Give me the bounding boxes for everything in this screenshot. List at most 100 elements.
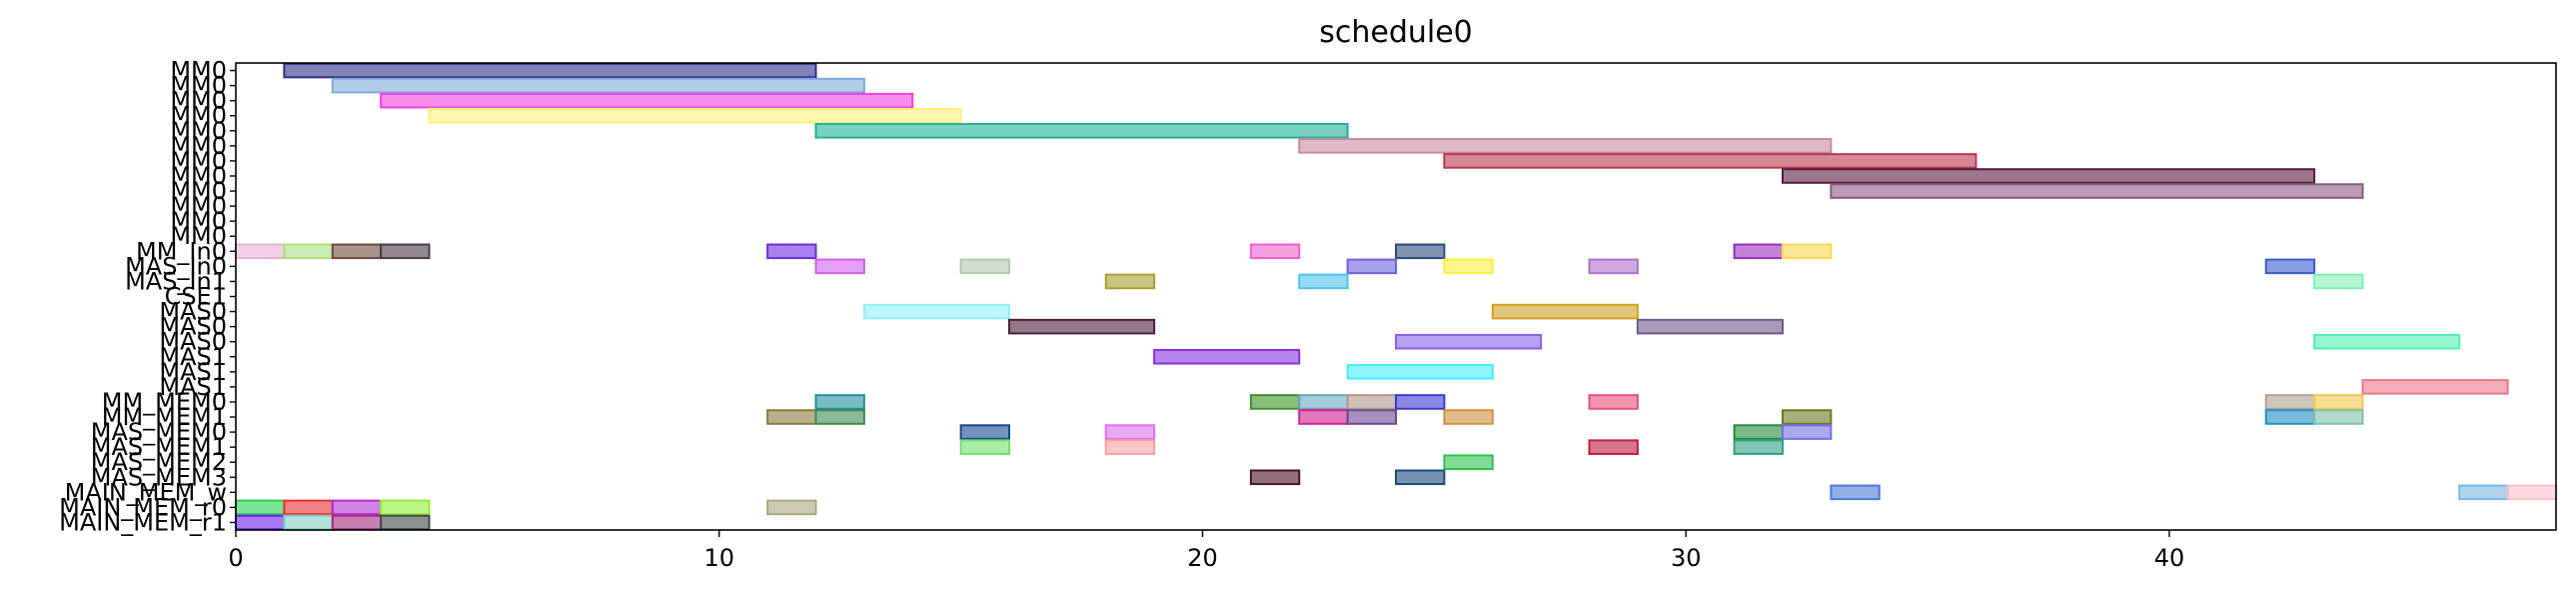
- task-bar: [1830, 484, 1881, 501]
- y-tick-label: MAS_MEM2: [91, 448, 227, 476]
- chart-title: schedule0: [1319, 15, 1473, 50]
- y-tick-label: CSE1: [165, 283, 227, 311]
- task-bar: [1346, 258, 1397, 275]
- task-bar: [959, 439, 1010, 455]
- task-bar: [2264, 394, 2316, 410]
- task-bar: [2313, 333, 2461, 350]
- task-bar: [1298, 138, 1833, 154]
- task-bar: [2313, 273, 2364, 290]
- task-bar: [2506, 484, 2557, 501]
- task-bar: [814, 123, 1349, 139]
- task-bar: [380, 499, 431, 516]
- task-bar: [1346, 364, 1494, 380]
- task-bar: [1782, 243, 1833, 260]
- task-bar: [1733, 243, 1784, 260]
- y-tick-label: MM0: [170, 102, 227, 130]
- y-tick-label: MAS0: [159, 298, 227, 326]
- task-bar: [331, 243, 383, 260]
- task-bar: [766, 409, 817, 425]
- task-bar: [1008, 318, 1156, 335]
- task-bar: [283, 243, 334, 260]
- task-bar: [1298, 394, 1349, 410]
- task-bar: [862, 303, 1010, 320]
- task-bar: [959, 258, 1010, 275]
- task-bar: [1104, 273, 1156, 290]
- task-bar: [1733, 439, 1784, 455]
- task-bar: [1443, 258, 1494, 275]
- y-tick-label: MM0: [170, 87, 227, 115]
- task-bar: [1443, 409, 1494, 425]
- task-bar: [1782, 168, 2316, 184]
- y-tick-label: MM0: [170, 162, 227, 190]
- task-bar: [1782, 409, 1833, 425]
- task-bar: [2264, 409, 2316, 425]
- task-bar: [1153, 348, 1301, 365]
- task-bar: [1395, 333, 1543, 350]
- task-bar: [380, 243, 431, 260]
- task-bar: [1104, 439, 1156, 455]
- y-tick-label: MM0: [170, 72, 227, 100]
- task-bar: [1298, 273, 1349, 290]
- y-tick-label: MAS1: [159, 343, 227, 371]
- x-axis: 0 10 20 30 40: [228, 530, 2184, 572]
- y-tick-label: MAS0: [159, 313, 227, 341]
- task-bar: [1346, 394, 1397, 410]
- task-bar: [814, 258, 865, 275]
- y-tick-label: MAIN_MEM_w: [65, 478, 227, 506]
- y-tick-label: MAS_MEM0: [91, 418, 227, 446]
- y-tick-label: MAS1: [159, 373, 227, 401]
- task-bar: [1443, 454, 1494, 470]
- y-tick-label: MM0: [170, 117, 227, 145]
- task-bar: [1249, 394, 1301, 410]
- y-tick-label: MM_MEM1: [102, 403, 227, 431]
- y-tick-label: MM0: [170, 57, 227, 85]
- task-bar: [814, 409, 865, 425]
- task-bar: [235, 514, 286, 531]
- x-tick-label: 40: [2154, 544, 2185, 572]
- task-bar: [2313, 409, 2364, 425]
- task-bar: [1395, 394, 1446, 410]
- task-bar: [1588, 258, 1639, 275]
- y-tick-label: MM0: [170, 192, 227, 220]
- task-bar: [331, 514, 383, 531]
- task-bar: [331, 499, 383, 516]
- task-bars: [235, 62, 2557, 531]
- task-bar: [1588, 394, 1639, 410]
- task-bar: [2458, 484, 2509, 501]
- task-bar: [766, 499, 817, 516]
- task-bar: [380, 514, 431, 531]
- y-tick-label: MAS0: [159, 328, 227, 356]
- y-tick-label: MM0: [170, 147, 227, 175]
- task-bar: [428, 107, 962, 124]
- task-bar: [283, 499, 334, 516]
- task-bar: [331, 77, 865, 94]
- task-bar: [1249, 243, 1301, 260]
- task-bar: [1636, 318, 1784, 335]
- y-tick-label: MM0: [170, 132, 227, 160]
- task-bar: [2264, 258, 2316, 275]
- task-bar: [283, 514, 334, 531]
- task-bar: [1104, 424, 1156, 440]
- task-bar: [1733, 424, 1784, 440]
- task-bar: [235, 499, 286, 516]
- task-bar: [1491, 303, 1639, 320]
- y-tick-label: MAS_In0: [125, 252, 227, 280]
- y-tick-label: MM0: [170, 207, 227, 235]
- task-bar: [2361, 379, 2509, 395]
- y-tick-label: MAS_In1: [125, 267, 227, 295]
- y-tick-label: MAS1: [159, 358, 227, 386]
- task-bar: [2313, 394, 2364, 410]
- x-tick-label: 30: [1671, 544, 1702, 572]
- task-bar: [1782, 424, 1833, 440]
- task-bar: [1830, 183, 2364, 199]
- task-bar: [1346, 409, 1397, 425]
- task-bar: [1395, 469, 1446, 486]
- task-bar: [1588, 439, 1639, 455]
- x-tick-label: 20: [1187, 544, 1218, 572]
- y-tick-label: MM_MEM0: [102, 388, 227, 416]
- task-bar: [235, 243, 286, 260]
- task-bar: [1298, 409, 1349, 425]
- task-bar: [1249, 469, 1301, 486]
